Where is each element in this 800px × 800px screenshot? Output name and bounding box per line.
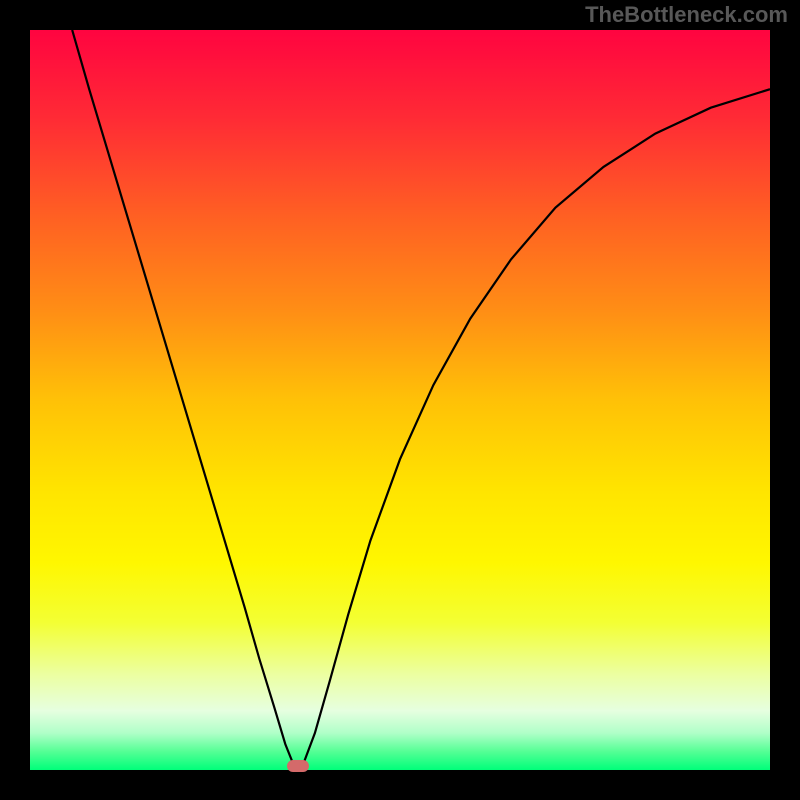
plot-area: [30, 30, 770, 770]
min-point-marker: [287, 760, 309, 772]
curve-layer: [30, 30, 770, 770]
chart-container: TheBottleneck.com: [0, 0, 800, 800]
watermark-text: TheBottleneck.com: [585, 2, 788, 28]
bottleneck-curve: [72, 30, 770, 770]
